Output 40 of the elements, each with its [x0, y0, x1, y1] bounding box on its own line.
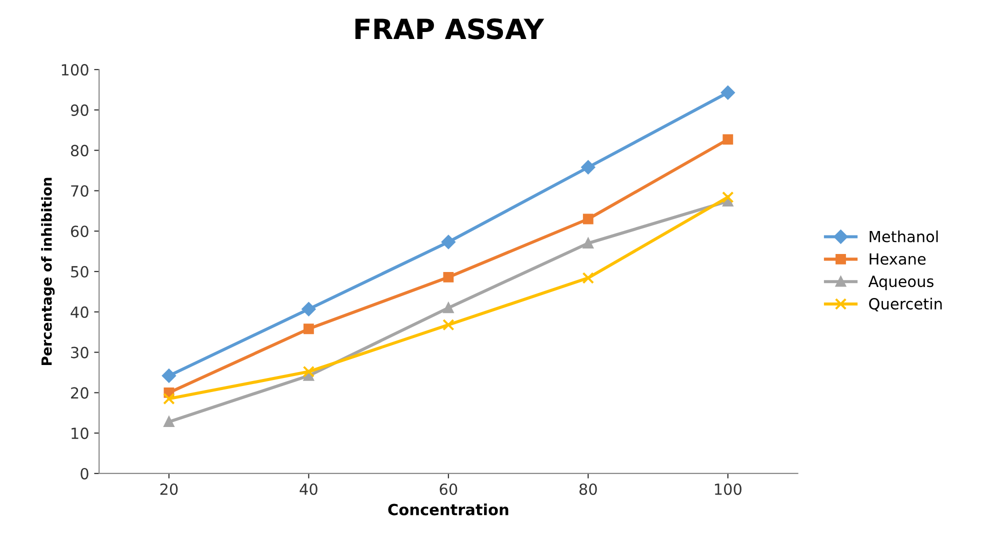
- point: [720, 86, 735, 100]
- point: [443, 302, 454, 314]
- y-tick-label: 20: [71, 387, 88, 399]
- y-tick-label: 60: [71, 226, 88, 238]
- y-tick-label: 100: [62, 64, 88, 76]
- y-tick-label: 50: [71, 266, 88, 278]
- x-tick-label: 80: [579, 483, 597, 496]
- y-tick-label: 70: [71, 185, 88, 197]
- point: [303, 324, 314, 334]
- x-tick-label: 100: [714, 483, 742, 496]
- x-tick-label: 40: [300, 483, 318, 496]
- point: [581, 160, 596, 174]
- y-tick-label: 80: [70, 144, 88, 156]
- legend-label: Quercetin: [869, 298, 942, 312]
- x-tick-label: 60: [440, 483, 458, 496]
- point: [443, 272, 454, 282]
- point: [582, 214, 594, 224]
- legend-label: Aqueous: [868, 276, 934, 290]
- point: [162, 368, 176, 383]
- x-axis-title: Concentration: [388, 504, 508, 516]
- point: [164, 416, 174, 427]
- legend-label: Hexane: [870, 253, 926, 265]
- point: [442, 318, 454, 331]
- y-tick-label: 0: [80, 468, 88, 480]
- point: [722, 191, 734, 204]
- y-axis-title: Percentage of inhibition: [41, 178, 55, 365]
- point: [722, 134, 734, 145]
- y-tick-label: 30: [71, 346, 88, 358]
- point: [302, 302, 316, 316]
- y-tick-label: 10: [72, 428, 88, 440]
- legend-label: Methanol: [870, 230, 938, 242]
- y-tick-label: 90: [70, 104, 88, 116]
- y-tick-label: 40: [70, 306, 88, 318]
- point: [302, 366, 315, 378]
- point: [441, 235, 456, 249]
- x-tick-label: 20: [160, 483, 178, 496]
- point: [163, 392, 175, 405]
- point: [582, 272, 594, 284]
- point: [582, 238, 594, 248]
- chart-title: FRAP ASSAY: [355, 18, 544, 40]
